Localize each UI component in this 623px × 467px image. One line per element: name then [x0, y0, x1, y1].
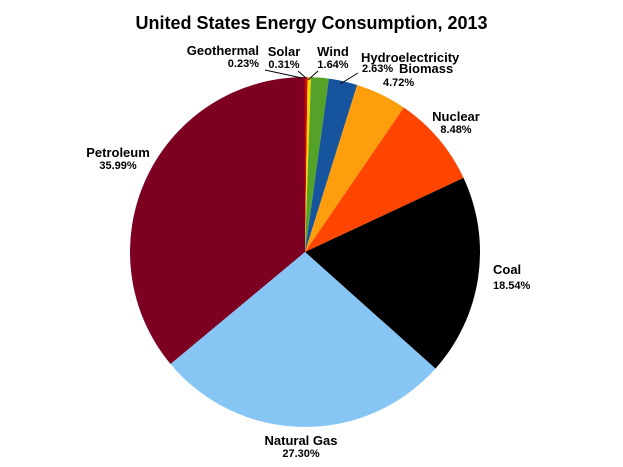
slice-label-coal: Coal 18.54% [493, 263, 530, 292]
slice-name-solar: Solar [267, 44, 301, 59]
slice-value-wind: 1.64% [317, 58, 349, 71]
slice-value-solar: 0.31% [268, 58, 300, 71]
leader-line-solar [297, 70, 307, 79]
pie-slice-geothermal [305, 77, 308, 252]
slice-label-natural-gas: Natural Gas 27.30% [265, 434, 338, 460]
slice-value-hydroelectricity: 2.63% [362, 63, 394, 75]
leader-lines-group [264, 69, 359, 85]
leader-line-geothermal [264, 69, 303, 79]
pie-slice-hydroelectricity [305, 78, 358, 252]
slice-value-geothermal: 0.23% [227, 57, 259, 70]
pie-slice-nuclear [305, 107, 464, 252]
slice-name-natural-gas: Natural Gas [264, 433, 338, 448]
slice-label-solar: Solar 0.31% [268, 45, 301, 71]
slice-value-biomass: 4.72% [383, 77, 415, 89]
slice-name-coal: Coal [493, 262, 522, 277]
slice-value-petroleum: 35.99% [99, 159, 137, 172]
slice-name-wind: Wind [317, 44, 349, 59]
slice-name-nuclear: Nuclear [432, 109, 480, 124]
pie-slice-coal [305, 177, 481, 369]
slice-name-petroleum: Petroleum [86, 145, 150, 160]
pie-slice-biomass [305, 84, 404, 253]
pie-slice-wind [305, 77, 329, 252]
pie-slices-group [129, 77, 481, 428]
slice-label-geothermal: Geothermal 0.23% [187, 44, 259, 70]
slice-value-coal: 18.54% [493, 279, 531, 292]
slice-label-petroleum: Petroleum 35.99% [86, 146, 150, 172]
pie-slice-petroleum [129, 77, 305, 364]
slice-name-biomass: Biomass [399, 61, 454, 76]
slice-label-nuclear: Nuclear 8.48% [432, 110, 480, 136]
pie-slice-natural-gas [170, 252, 436, 428]
pie-slice-solar [305, 77, 311, 253]
slice-label-wind: Wind 1.64% [317, 45, 349, 71]
slice-name-geothermal: Geothermal [186, 43, 259, 58]
chart-title: United States Energy Consumption, 2013 [135, 13, 488, 33]
slice-name-hydroelectricity: Hydroelectricity [361, 50, 460, 65]
leader-line-hydroelectricity [339, 72, 359, 85]
leader-line-wind [307, 70, 319, 81]
slice-value-natural-gas: 27.30% [282, 447, 320, 460]
slice-value-nuclear: 8.48% [440, 123, 472, 136]
